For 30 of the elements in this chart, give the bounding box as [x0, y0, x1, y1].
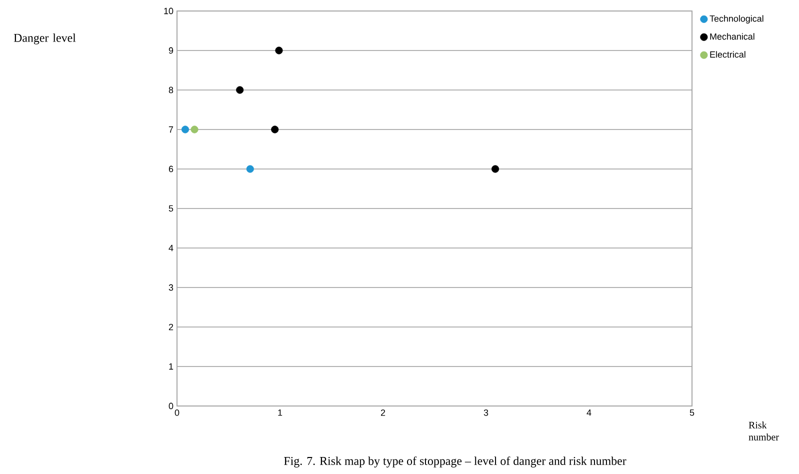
x-tick-label: 2 — [380, 410, 386, 416]
x-tick-label: 1 — [278, 410, 282, 416]
y-tick-label: 8 — [168, 86, 174, 94]
x-tick-label: 0 — [174, 410, 180, 416]
y-tick-label: 7 — [168, 126, 174, 133]
y-tick-label: 10 — [164, 8, 174, 14]
legend-label: Technological — [710, 15, 764, 24]
y-tick-label: 9 — [168, 47, 174, 54]
legend-label: Electrical — [710, 51, 746, 58]
x-tick-label: 3 — [484, 410, 488, 416]
point — [181, 126, 190, 134]
x-tick-label: 4 — [586, 410, 592, 416]
point — [246, 165, 254, 173]
point — [275, 46, 283, 54]
text: Danger level — [14, 34, 76, 44]
y-tick-label: 0 — [168, 402, 174, 410]
point — [236, 86, 244, 94]
text: Risk number — [748, 421, 779, 440]
y-tick-label: 2 — [168, 324, 174, 330]
y-tick-label: 3 — [168, 284, 174, 291]
y-tick-label: 5 — [168, 205, 174, 212]
legend-label: Mechanical — [710, 33, 754, 40]
y-tick-label: 1 — [169, 363, 174, 370]
x-tick-label: 5 — [690, 410, 694, 416]
point — [190, 126, 198, 134]
point — [491, 165, 500, 173]
y-tick-label: 6 — [168, 166, 174, 172]
y-tick-label: 4 — [168, 244, 174, 252]
caption: Fig. 7. Risk map by type of stoppage – level of danger and risk number — [284, 456, 626, 468]
point — [271, 126, 279, 134]
